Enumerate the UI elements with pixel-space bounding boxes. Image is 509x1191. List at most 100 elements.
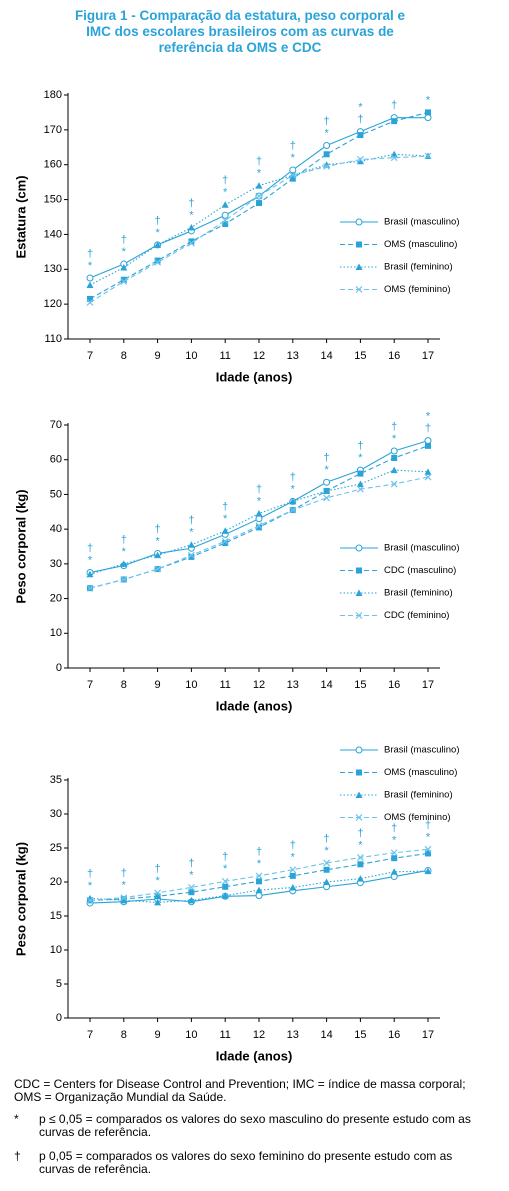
significance-mark: †	[87, 248, 93, 260]
marker	[424, 152, 432, 160]
significance-mark: *	[189, 209, 194, 221]
y-tick-label: 10	[50, 944, 62, 956]
legend-label: Brasil (feminino)	[384, 588, 453, 599]
significance-mark: †	[155, 215, 161, 227]
marker	[390, 447, 398, 455]
x-tick-label: 17	[422, 350, 434, 362]
significance-mark: †	[222, 501, 228, 513]
x-tick-label: 9	[155, 1029, 161, 1041]
marker	[424, 114, 432, 122]
significance-mark: †	[357, 440, 363, 452]
x-tick-label: 14	[320, 679, 332, 691]
footnote-symbol: *	[14, 1112, 19, 1126]
y-tick-label: 180	[44, 89, 62, 101]
marker	[356, 241, 362, 248]
significance-mark: *	[358, 452, 363, 464]
significance-mark: †	[425, 423, 431, 435]
significance-mark: †	[87, 542, 93, 554]
significance-mark: †	[222, 851, 228, 863]
marker	[255, 886, 263, 894]
marker	[424, 468, 432, 475]
significance-mark: †	[188, 197, 194, 209]
legend-label: Brasil (masculino)	[384, 217, 460, 228]
significance-mark: †	[391, 823, 397, 835]
marker	[256, 200, 262, 207]
legend-label: CDC (feminino)	[384, 610, 449, 621]
marker	[221, 892, 229, 899]
marker	[391, 454, 398, 461]
x-tick-label: 12	[253, 350, 265, 362]
marker	[356, 485, 364, 493]
footnote-text: p 0,05 = comparados os valores do sexo f…	[39, 1149, 453, 1176]
significance-mark: *	[426, 831, 431, 843]
abbreviations: CDC = Centers for Disease Control and Pr…	[14, 1077, 466, 1104]
series-line	[89, 155, 429, 303]
significance-mark: *	[392, 835, 397, 847]
marker	[154, 889, 162, 897]
significance-mark: †	[391, 421, 397, 433]
y-tick-label: 120	[44, 298, 62, 310]
legend-label: OMS (feminino)	[384, 284, 451, 295]
marker	[355, 814, 363, 821]
y-tick-label: 25	[50, 842, 62, 854]
significance-mark: *	[155, 875, 160, 887]
x-axis-title: Idade (anos)	[216, 698, 293, 713]
y-tick-label: 150	[44, 193, 62, 205]
marker	[425, 442, 431, 449]
marker	[222, 883, 229, 890]
x-tick-label: 15	[354, 350, 366, 362]
y-tick-label: 140	[44, 228, 62, 240]
marker	[222, 540, 229, 547]
x-tick-label: 16	[388, 350, 400, 362]
marker	[289, 866, 297, 874]
marker	[187, 896, 195, 904]
x-tick-label: 16	[388, 1029, 400, 1041]
x-tick-label: 7	[87, 679, 93, 691]
x-tick-label: 16	[388, 679, 400, 691]
footnote: * p ≤ 0,05 = comparados os valores do se…	[14, 1113, 484, 1143]
y-tick-label: 30	[50, 808, 62, 820]
marker	[86, 298, 94, 306]
marker	[256, 878, 262, 885]
y-tick-label: 20	[50, 592, 62, 604]
significance-mark: *	[257, 495, 262, 507]
marker	[357, 861, 364, 868]
marker	[187, 551, 195, 559]
x-tick-label: 11	[219, 350, 230, 362]
marker	[87, 295, 93, 302]
marker	[86, 274, 94, 282]
marker	[323, 142, 331, 150]
x-tick-label: 13	[287, 1029, 299, 1041]
x-tick-label: 10	[185, 679, 197, 691]
marker	[255, 515, 263, 523]
marker	[323, 866, 330, 873]
significance-mark: †	[188, 857, 194, 869]
marker	[355, 746, 363, 754]
marker	[355, 263, 363, 270]
marker	[356, 769, 362, 776]
y-tick-label: 30	[50, 558, 62, 570]
marker	[187, 884, 195, 891]
significance-mark: †	[256, 846, 262, 858]
marker	[391, 855, 398, 862]
significance-mark: *	[122, 880, 127, 892]
significance-mark: *	[426, 411, 431, 423]
marker	[356, 854, 364, 861]
marker	[255, 892, 263, 900]
significance-mark: *	[122, 546, 127, 558]
marker	[221, 527, 229, 534]
legend-label: OMS (feminino)	[384, 812, 451, 823]
marker	[289, 883, 297, 891]
y-axis-title: Estatura (cm)	[13, 175, 28, 258]
significance-mark: †	[357, 827, 363, 839]
marker	[356, 567, 362, 574]
marker	[188, 238, 195, 245]
x-tick-label: 12	[253, 679, 265, 691]
significance-mark: †	[357, 114, 363, 126]
marker	[289, 872, 296, 879]
legend-label: OMS (masculino)	[384, 239, 457, 250]
significance-mark: †	[290, 471, 296, 483]
significance-mark: *	[88, 880, 93, 892]
x-tick-label: 7	[87, 1029, 93, 1041]
